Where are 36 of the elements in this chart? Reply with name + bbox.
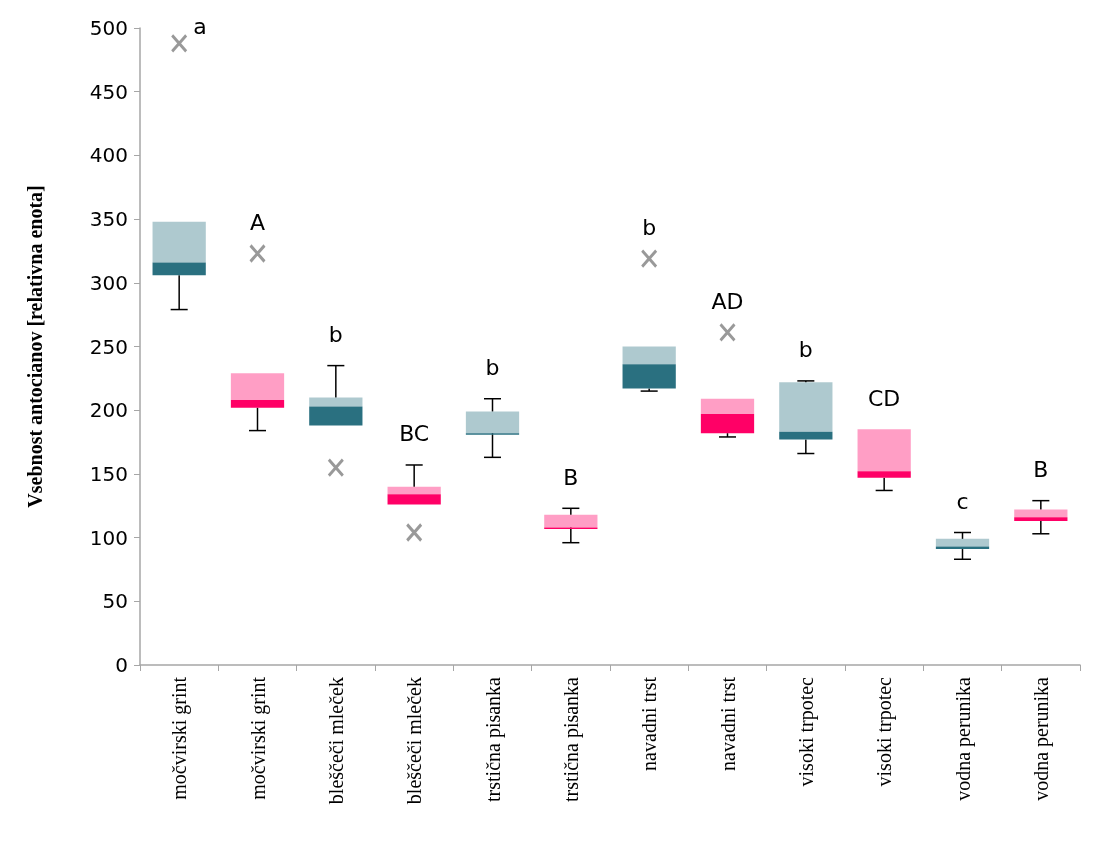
y-tick-label: 350 (89, 207, 128, 232)
y-tick-label: 0 (115, 653, 128, 677)
annotation: AD (711, 288, 744, 314)
x-tick-label: navadni trst (638, 676, 661, 771)
x-tick-label: navadni trst (716, 676, 739, 771)
y-tick-label: 300 (89, 270, 128, 295)
annotation: B (1033, 457, 1049, 483)
annotation: CD (868, 385, 901, 411)
annotation: B (563, 464, 579, 490)
x-tick-label: vodna perunika (1029, 676, 1053, 801)
x-tick-label: bleščeči mleček (403, 677, 426, 805)
annotation: A (249, 210, 266, 235)
annotation: a (193, 13, 207, 39)
annotation: b (642, 215, 657, 241)
x-tick-label: bleščeči mleček (324, 677, 347, 805)
annotation: c (956, 489, 969, 514)
y-tick-label: 200 (89, 398, 128, 423)
annotation: BC (399, 421, 430, 447)
annotation: b (798, 337, 813, 363)
y-tick-label: 450 (89, 79, 128, 104)
x-tick-label: trstična pisanka (481, 676, 505, 802)
y-tick-label: 100 (89, 525, 128, 550)
y-tick-label: 50 (102, 589, 128, 614)
y-axis-title: Vsebnost antocianov [relativna enota] (24, 185, 46, 508)
x-tick-label: močvirski grint (168, 676, 192, 800)
annotation: b (485, 355, 500, 381)
annotation: b (328, 322, 343, 348)
y-tick-label: 250 (89, 334, 128, 359)
y-tick-label: 150 (89, 461, 128, 486)
x-tick-label: vodna perunika (951, 676, 975, 801)
y-tick-label: 500 (89, 16, 128, 40)
x-tick-label: trstična pisanka (559, 676, 583, 802)
y-tick-label: 400 (89, 143, 128, 168)
x-tick-label: visoki trpotec (873, 676, 897, 787)
x-tick-label: močvirski grint (246, 676, 270, 800)
x-tick-label: visoki trpotec (794, 676, 818, 787)
